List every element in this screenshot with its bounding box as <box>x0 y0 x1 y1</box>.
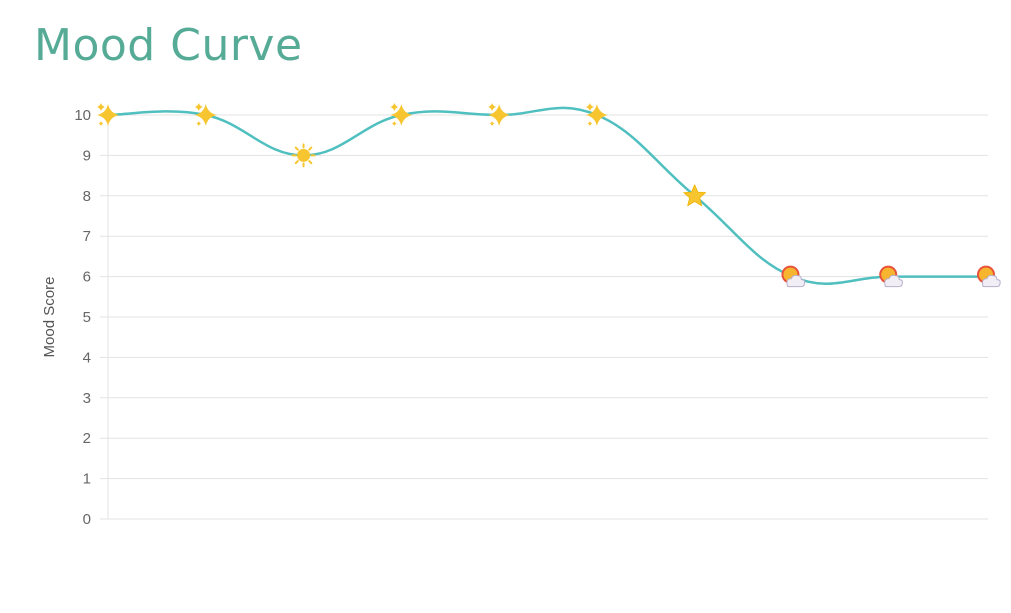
data-point-sun-behind-cloud-icon[interactable] <box>977 266 1000 287</box>
y-tick-label: 0 <box>83 511 91 528</box>
y-tick-label: 5 <box>83 309 91 326</box>
y-tick-label: 6 <box>83 269 91 286</box>
y-axis-ticks: 0 1 2 3 4 5 6 7 8 9 10 <box>74 107 91 528</box>
data-point-sparkles-icon[interactable] <box>586 103 608 126</box>
data-point-sparkles-icon[interactable] <box>195 103 217 126</box>
data-point-sparkles-icon[interactable] <box>390 103 412 126</box>
y-tick-label: 7 <box>83 228 91 245</box>
y-tick-label: 3 <box>83 390 91 407</box>
y-tick-label: 9 <box>83 147 91 164</box>
y-tick-label: 2 <box>83 430 91 447</box>
y-tick-label: 10 <box>74 107 91 124</box>
data-point-sparkles-icon[interactable] <box>488 103 510 126</box>
y-axis-label: Mood Score <box>41 277 58 358</box>
data-point-sparkles-icon[interactable] <box>97 103 119 126</box>
data-points <box>97 103 1000 287</box>
grid-lines <box>100 113 988 519</box>
y-tick-label: 4 <box>83 349 91 366</box>
y-tick-label: 1 <box>83 471 91 488</box>
y-tick-label: 8 <box>83 188 91 205</box>
data-point-sun-icon[interactable] <box>293 144 315 166</box>
